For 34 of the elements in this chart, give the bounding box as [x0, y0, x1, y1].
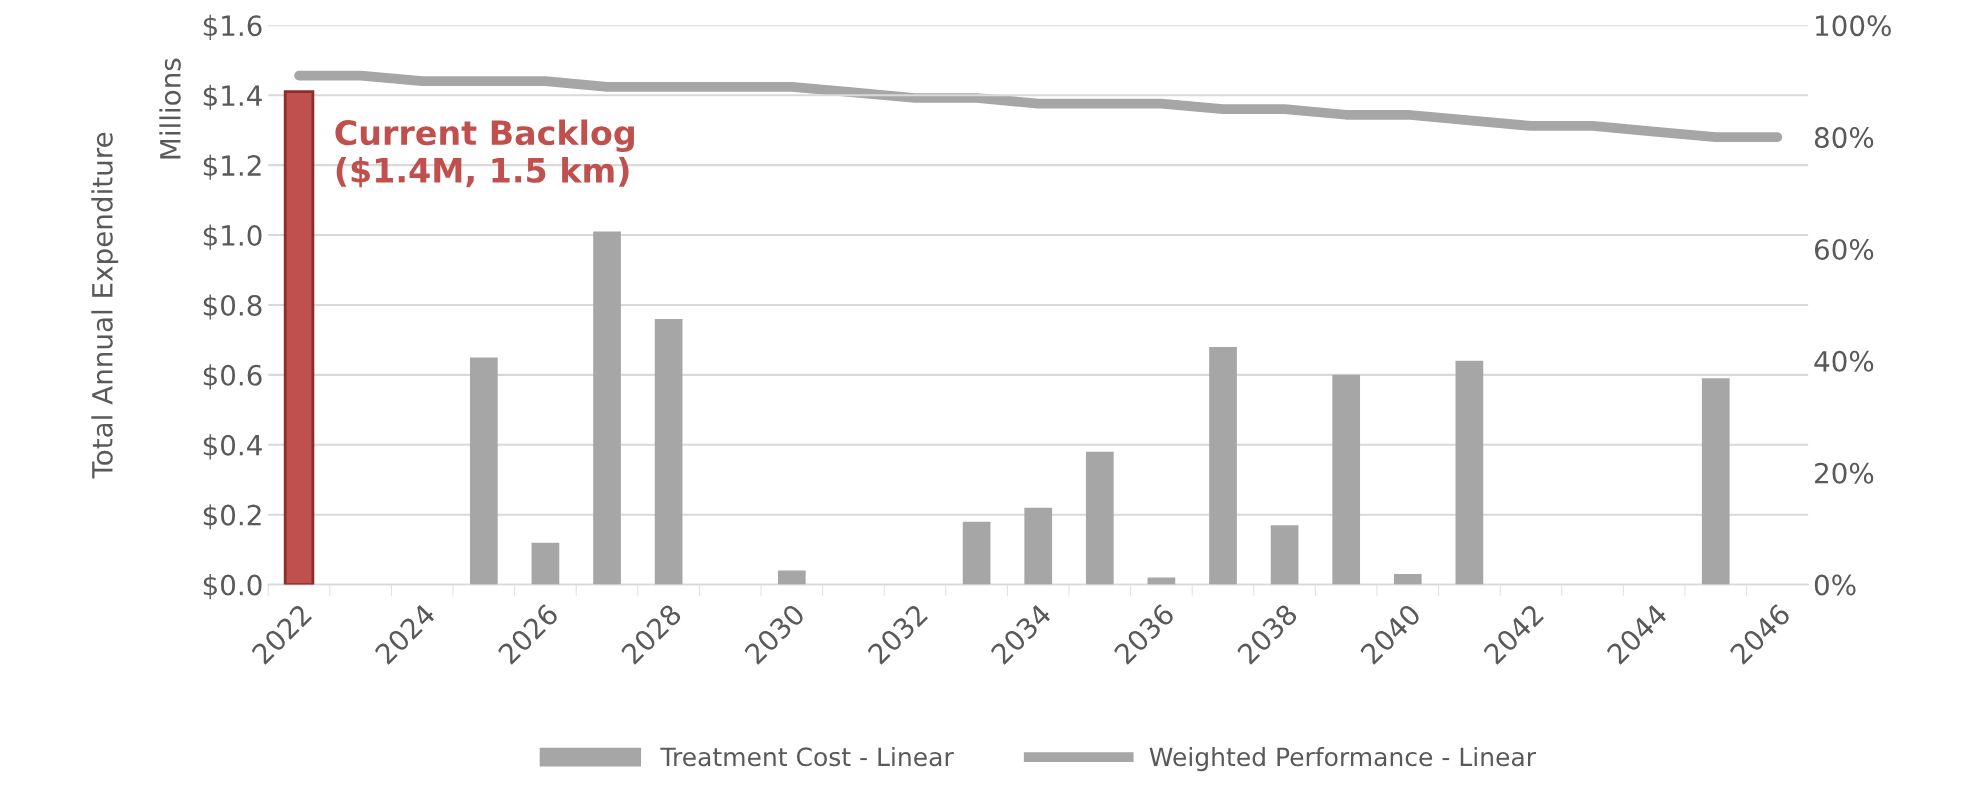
- bar: [777, 570, 806, 585]
- bar: [1701, 378, 1730, 585]
- y2-tick-label: 20%: [1815, 462, 1874, 484]
- bar: [1393, 574, 1422, 585]
- legend-label: Treatment Cost - Linear: [660, 746, 954, 767]
- y2-tick-label: 80%: [1814, 127, 1874, 149]
- y2-tick-label: 60%: [1814, 238, 1874, 260]
- y-tick-label: $1.2: [203, 154, 261, 180]
- y2-tick-label: 40%: [1814, 350, 1874, 372]
- y-tick-label: $0.0: [203, 574, 262, 600]
- bar: [1332, 374, 1361, 585]
- y2-tick-label: 0%: [1814, 574, 1856, 596]
- bar: [593, 231, 621, 585]
- y2-tick-label: 100%: [1816, 15, 1891, 37]
- bar: [1085, 451, 1114, 585]
- bar: [531, 542, 560, 585]
- bar: [654, 318, 683, 585]
- y-axis-title: Total Annual Expenditure: [91, 132, 119, 479]
- legend-label: Weighted Performance - Linear: [1149, 746, 1537, 772]
- y-tick-label: $0.4: [203, 434, 262, 460]
- bar: [1270, 525, 1299, 585]
- bar: [1209, 346, 1237, 585]
- y-tick-label: $1.6: [203, 14, 262, 40]
- bar: [469, 357, 498, 585]
- bar: [1455, 360, 1484, 585]
- y-tick-label: $1.4: [203, 84, 262, 110]
- bar: [1024, 507, 1053, 585]
- bar: [962, 521, 991, 585]
- y-tick-label: $0.6: [203, 364, 262, 390]
- y-tick-label: $0.2: [203, 504, 261, 530]
- y-tick-label: $1.0: [203, 224, 262, 250]
- y-tick-label: $0.8: [203, 294, 262, 320]
- text: Millions: [159, 58, 181, 159]
- annotation: Current Backlog ($1.4M, 1.5 km): [335, 119, 634, 188]
